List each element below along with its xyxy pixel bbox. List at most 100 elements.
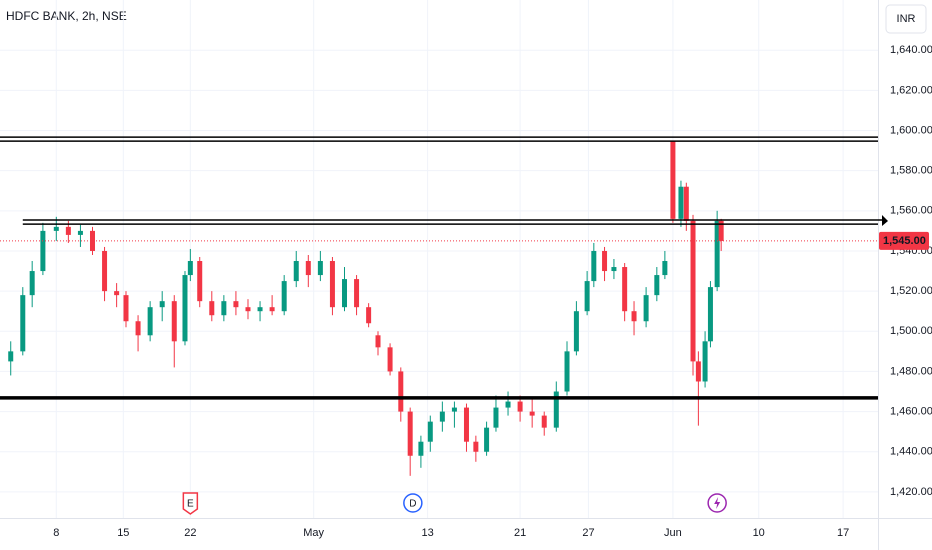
candle-body <box>541 415 547 428</box>
candle-body <box>123 295 129 322</box>
candle-body <box>221 301 227 316</box>
candle-body <box>114 291 120 296</box>
x-tick-label: 17 <box>837 527 849 539</box>
x-tick-label: 8 <box>53 527 59 539</box>
candle-body <box>89 230 95 251</box>
candle-body <box>678 186 684 219</box>
candle-body <box>245 307 251 312</box>
chart-title: HDFC BANK, 2h, NSE <box>6 9 127 23</box>
x-tick-label: 27 <box>582 527 594 539</box>
candle-body <box>329 261 335 308</box>
x-tick-label: 13 <box>421 527 433 539</box>
event-badge <box>182 492 199 515</box>
currency-box[interactable] <box>885 4 927 34</box>
candle-body <box>366 307 372 324</box>
grid <box>0 0 878 518</box>
x-tick-label: 22 <box>184 527 196 539</box>
y-tick-label: 1,620.00 <box>890 84 932 96</box>
candle-body <box>387 347 393 372</box>
candle-body <box>690 220 696 362</box>
event-label: E <box>187 499 194 510</box>
candle-body <box>714 220 720 288</box>
candle-body <box>135 321 141 336</box>
candle-body <box>654 275 660 296</box>
y-tick-label: 1,560.00 <box>890 205 932 217</box>
candle-body <box>398 371 404 412</box>
candle-body <box>622 267 628 312</box>
candle-body <box>341 279 347 308</box>
y-tick-label: 1,420.00 <box>890 486 932 498</box>
candle-body <box>8 351 14 362</box>
event-icon <box>714 497 721 509</box>
x-tick-label: May <box>303 527 324 539</box>
candle-body <box>484 427 490 452</box>
candle-body <box>702 341 708 382</box>
candle-body <box>602 250 608 272</box>
candle-body <box>317 261 323 276</box>
candle-body <box>171 301 177 342</box>
candle-body <box>407 411 413 456</box>
currency-label[interactable]: INR <box>897 13 916 25</box>
candle-body <box>573 311 579 352</box>
last-price-box <box>879 231 929 250</box>
y-tick-label: 1,460.00 <box>890 405 932 417</box>
event-marker[interactable]: D <box>403 493 423 513</box>
candle-body <box>20 295 26 352</box>
candle-body <box>182 275 188 342</box>
candle-body <box>159 301 165 308</box>
y-tick-label: 1,480.00 <box>890 365 932 377</box>
candle-body <box>718 220 724 241</box>
y-tick-label: 1,640.00 <box>890 44 932 56</box>
candle-body <box>40 230 46 272</box>
candle-body <box>695 361 701 382</box>
x-tick-label: 21 <box>514 527 526 539</box>
x-tick-label: 15 <box>117 527 129 539</box>
candle-body <box>187 261 193 276</box>
level-arrow <box>882 215 888 227</box>
event-marker[interactable]: E <box>182 492 199 515</box>
candle-body <box>591 250 597 282</box>
candle-body <box>209 301 215 316</box>
candle-body <box>564 351 570 392</box>
candle-body <box>643 295 649 322</box>
x-tick-label: 10 <box>753 527 765 539</box>
candle-body <box>631 311 637 322</box>
candle-body <box>517 401 523 412</box>
candle-body <box>29 271 35 296</box>
candle-body <box>65 226 71 235</box>
candle-body <box>269 307 275 312</box>
candle-body <box>281 281 287 312</box>
x-tick-label: Jun <box>664 527 682 539</box>
event-marker[interactable] <box>707 493 727 513</box>
candle-body <box>670 140 676 219</box>
candle-body <box>53 226 59 231</box>
candle-body <box>584 281 590 312</box>
y-tick-label: 1,580.00 <box>890 165 932 177</box>
candle-body <box>662 261 668 276</box>
candle-body <box>473 441 479 452</box>
y-tick-label: 1,600.00 <box>890 124 932 136</box>
candle-body <box>505 401 511 408</box>
candle-body <box>553 391 559 428</box>
candle-body <box>683 186 689 221</box>
candle-body <box>611 267 617 272</box>
candle-body <box>707 287 713 342</box>
candle-body <box>354 279 360 308</box>
candle-body <box>418 441 424 456</box>
candle-body <box>293 261 299 282</box>
candle-body <box>427 421 433 442</box>
candle-body <box>375 335 381 348</box>
event-badge <box>403 493 423 513</box>
candle-body <box>147 307 153 336</box>
y-tick-label: 1,520.00 <box>890 285 932 297</box>
candle-body <box>102 250 108 292</box>
candle-body <box>77 230 83 235</box>
last-price-label: 1,545.00 <box>883 235 926 247</box>
candle-body <box>451 407 457 412</box>
y-tick-label: 1,500.00 <box>890 325 932 337</box>
candle-body <box>463 407 469 442</box>
candle-body <box>439 411 445 422</box>
candle-body <box>233 301 239 308</box>
